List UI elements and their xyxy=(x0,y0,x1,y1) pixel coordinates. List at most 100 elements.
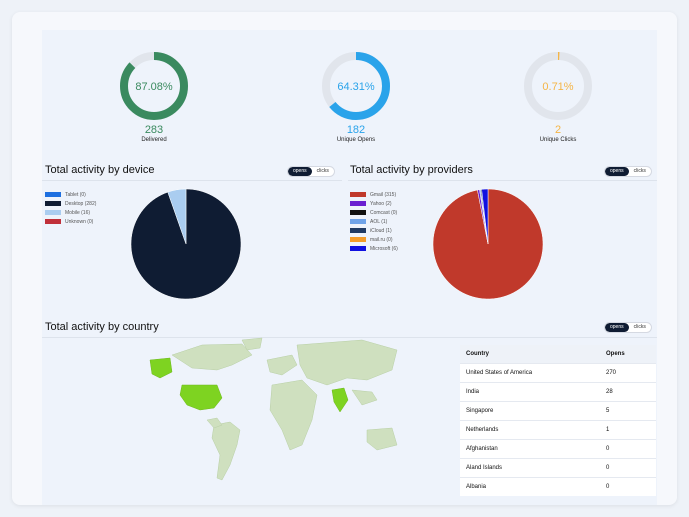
legend-item[interactable]: iCloud (1) xyxy=(350,226,398,235)
opens-cell: 0 xyxy=(606,446,610,452)
providers-pie-chart xyxy=(432,188,544,300)
providers-divider xyxy=(348,180,657,181)
australia-shape xyxy=(366,427,398,451)
greenland-shape xyxy=(241,337,263,351)
stats-panel: 87.08% 283 Delivered 64.31% 182 Unique O… xyxy=(42,30,657,505)
opens-cell: 0 xyxy=(606,465,610,471)
legend-label: mail.ru (0) xyxy=(370,236,393,243)
europe-shape xyxy=(266,354,298,376)
providers-opens-tab[interactable]: opens xyxy=(605,167,629,176)
country-cell: Netherlands xyxy=(466,427,499,433)
legend-item[interactable]: Gmail (315) xyxy=(350,190,398,199)
legend-swatch xyxy=(350,219,366,224)
country-cell: Albania xyxy=(466,484,487,490)
legend-label: Unknown (0) xyxy=(65,218,94,225)
south-america-shape xyxy=(211,421,241,481)
providers-legend: Gmail (315) Yahoo (2) Comcast (0) AOL (1) iC… xyxy=(350,190,398,253)
legend-item[interactable]: Comcast (0) xyxy=(350,208,398,217)
opens-cell: 28 xyxy=(606,389,613,395)
table-row: Afghanistan 0 xyxy=(460,439,656,458)
opens-stat: 64.31% 182 Unique Opens xyxy=(286,50,426,143)
legend-swatch xyxy=(350,246,366,251)
legend-swatch xyxy=(350,210,366,215)
device-title: Total activity by device xyxy=(45,164,155,176)
opens-cell: 5 xyxy=(606,408,610,414)
device-toggle: opens clicks xyxy=(287,166,335,177)
africa-shape xyxy=(269,379,318,451)
dashboard-frame: 87.08% 283 Delivered 64.31% 182 Unique O… xyxy=(12,12,677,505)
country-cell: Singapore xyxy=(466,408,494,414)
delivered-stat: 87.08% 283 Delivered xyxy=(84,50,224,143)
table-row: Albania 0 xyxy=(460,477,656,496)
opens-donut: 64.31% xyxy=(322,52,390,120)
opens-arc xyxy=(322,52,390,120)
opens-percent: 64.31% xyxy=(337,81,375,93)
legend-label: iCloud (1) xyxy=(370,227,392,234)
legend-swatch xyxy=(45,219,61,224)
table-row: Singapore 5 xyxy=(460,401,656,420)
legend-label: Yahoo (2) xyxy=(370,200,392,207)
legend-label: Tablet (0) xyxy=(65,191,86,198)
delivered-arc xyxy=(120,52,188,120)
table-row: India 28 xyxy=(460,382,656,401)
country-title: Total activity by country xyxy=(45,321,159,333)
delivered-count: 283 xyxy=(144,124,164,136)
legend-item[interactable]: Microsoft (6) xyxy=(350,244,398,253)
country-clicks-tab[interactable]: clicks xyxy=(633,324,646,330)
opens-label: Unique Opens xyxy=(336,137,376,143)
world-map xyxy=(149,337,398,481)
delivered-label: Delivered xyxy=(141,137,167,143)
clicks-stat: 0.71% 2 Unique Clicks xyxy=(488,50,628,143)
table-row: Netherlands 1 xyxy=(460,420,656,439)
alaska-shape xyxy=(149,357,173,379)
country-column-header: Country xyxy=(466,351,489,357)
pie-slice[interactable] xyxy=(481,188,489,245)
country-cell: Aland Islands xyxy=(466,465,503,471)
opens-column-header: Opens xyxy=(606,351,625,357)
delivered-donut: 87.08% xyxy=(120,52,188,120)
country-cell: India xyxy=(466,389,480,395)
legend-label: Mobile (16) xyxy=(65,209,91,216)
device-clicks-tab[interactable]: clicks xyxy=(316,168,329,174)
pie-slice[interactable] xyxy=(167,188,187,245)
legend-swatch xyxy=(350,228,366,233)
legend-swatch xyxy=(350,192,366,197)
legend-item[interactable]: mail.ru (0) xyxy=(350,235,398,244)
usa-shape xyxy=(179,384,223,411)
opens-cell: 270 xyxy=(606,370,617,376)
legend-item[interactable]: Tablet (0) xyxy=(45,190,96,199)
legend-swatch xyxy=(45,201,61,206)
asia-shape xyxy=(296,339,398,386)
opens-cell: 0 xyxy=(606,484,610,490)
central-america-shape xyxy=(206,417,223,429)
country-table: Country Opens United States of America 27… xyxy=(460,345,656,496)
legend-item[interactable]: Desktop (282) xyxy=(45,199,96,208)
legend-item[interactable]: Unknown (0) xyxy=(45,217,96,226)
legend-swatch xyxy=(45,192,61,197)
providers-clicks-tab[interactable]: clicks xyxy=(633,168,646,174)
canada-shape xyxy=(171,343,253,371)
device-legend: Tablet (0) Desktop (282) Mobile (16) Unknow… xyxy=(45,190,96,226)
providers-title: Total activity by providers xyxy=(350,164,473,176)
legend-item[interactable]: Mobile (16) xyxy=(45,208,96,217)
legend-item[interactable]: AOL (1) xyxy=(350,217,398,226)
providers-toggle: opens clicks xyxy=(604,166,652,177)
clicks-donut: 0.71% xyxy=(524,52,592,120)
country-cell: Afghanistan xyxy=(466,446,498,452)
opens-count: 182 xyxy=(346,124,366,136)
legend-label: AOL (1) xyxy=(370,218,388,225)
legend-swatch xyxy=(45,210,61,215)
device-opens-tab[interactable]: opens xyxy=(288,167,312,176)
delivered-percent: 87.08% xyxy=(135,81,173,93)
clicks-arc xyxy=(524,52,592,120)
table-row: Aland Islands 0 xyxy=(460,458,656,477)
clicks-percent: 0.71% xyxy=(542,81,573,93)
clicks-label: Unique Clicks xyxy=(539,137,577,143)
device-pie-chart xyxy=(130,188,242,300)
legend-swatch xyxy=(350,201,366,206)
legend-label: Microsoft (6) xyxy=(370,245,398,252)
country-table-header: Country Opens xyxy=(460,345,656,363)
country-cell: United States of America xyxy=(466,370,533,376)
legend-item[interactable]: Yahoo (2) xyxy=(350,199,398,208)
country-opens-tab[interactable]: opens xyxy=(605,323,629,332)
